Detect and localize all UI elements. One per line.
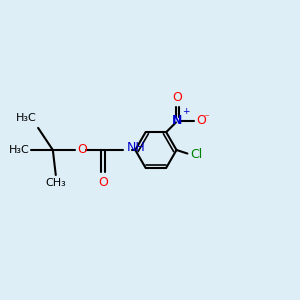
Text: O: O	[98, 176, 108, 189]
Text: Cl: Cl	[190, 148, 202, 161]
Text: CH₃: CH₃	[45, 178, 66, 188]
Text: ⁻: ⁻	[203, 113, 209, 123]
Text: +: +	[182, 107, 190, 116]
Text: H₃C: H₃C	[8, 145, 29, 155]
Text: NH: NH	[126, 141, 145, 154]
Text: H₃C: H₃C	[16, 113, 37, 124]
Text: O: O	[77, 143, 87, 157]
Text: O: O	[172, 91, 182, 104]
Text: O: O	[196, 115, 206, 128]
Text: N: N	[172, 115, 183, 128]
